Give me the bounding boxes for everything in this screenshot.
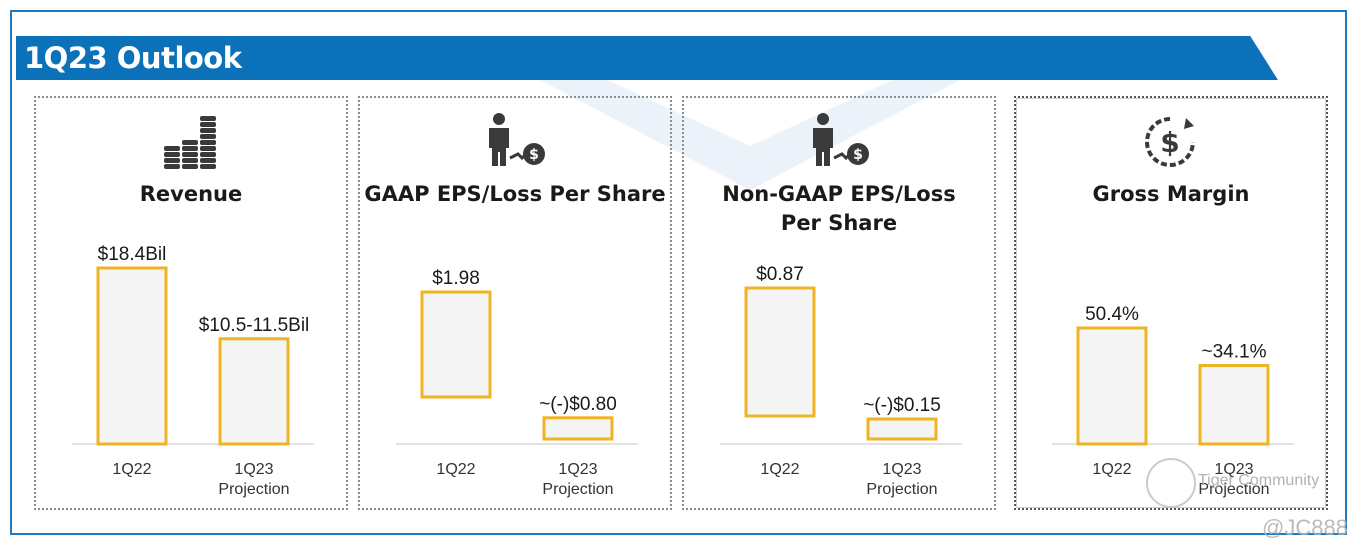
title-banner	[16, 36, 1278, 80]
gaap-eps-panel: $ GAAP EPS/Loss Per Share $1.98 1Q22 ~(-)$…	[358, 96, 672, 510]
data-label: $1.98	[432, 268, 480, 289]
bar-1q23-projection	[866, 417, 938, 441]
non-gaap-eps-panel: $ Non-GAAP EPS/Loss Per Share $0.87 1Q22 ~…	[682, 96, 996, 510]
bar-1q23-projection	[542, 416, 614, 441]
gross-margin-panel: $ Gross Margin 50.4% 1Q22 ~34.1% 1Q23 Projec…	[1014, 96, 1328, 510]
category-label: 1Q23 Projection	[1198, 461, 1269, 498]
watermark-brand: Tiger Community	[1198, 472, 1320, 489]
non-gaap-eps-title: Non-GAAP EPS/Loss Per Share	[722, 182, 956, 235]
revenue-panel: Revenue $18.4Bil 1Q22 $10.5-11.5Bil 1Q23 Pro…	[34, 96, 348, 510]
bar-1q22	[1076, 326, 1148, 446]
bar-chart: 50.4% 1Q22 ~34.1% 1Q23 Projection	[1052, 304, 1294, 498]
category-label: 1Q23 Projection	[542, 461, 613, 498]
bar-chart: $18.4Bil 1Q22 $10.5-11.5Bil 1Q23 Projection	[72, 244, 314, 498]
category-label: 1Q22	[1092, 461, 1131, 478]
bar-1q23-projection	[218, 337, 290, 446]
person-dollar-icon: $	[489, 113, 545, 166]
data-label: ~34.1%	[1202, 342, 1267, 363]
person-dollar-icon: $	[813, 113, 869, 166]
gross-margin-title: Gross Margin	[1092, 182, 1250, 206]
revenue-title: Revenue	[139, 182, 243, 206]
data-label: ~(-)$0.80	[539, 394, 617, 415]
watermark-user: @JC888	[1262, 515, 1348, 540]
outlook-frame	[10, 10, 1347, 535]
svg-text:$: $	[1160, 126, 1179, 159]
category-label: 1Q22	[436, 461, 475, 478]
coin-stacks-icon	[164, 116, 216, 169]
page-title: 1Q23 Outlook	[24, 41, 242, 75]
category-label: 1Q23 Projection	[218, 461, 289, 498]
dollar-cycle-icon: $	[1145, 117, 1195, 167]
data-label: $0.87	[756, 264, 804, 285]
data-label: ~(-)$0.15	[863, 395, 941, 416]
data-label: $18.4Bil	[98, 244, 167, 265]
bar-1q22	[744, 286, 816, 418]
bar-1q22	[96, 266, 168, 446]
bar-1q23-projection	[1198, 364, 1270, 446]
data-label: $10.5-11.5Bil	[199, 315, 310, 336]
category-label: 1Q23 Projection	[866, 461, 937, 498]
gaap-eps-title: GAAP EPS/Loss Per Share	[364, 182, 666, 206]
watermark-logo	[1146, 458, 1196, 508]
data-label: 50.4%	[1085, 304, 1139, 325]
bar-chart: $1.98 1Q22 ~(-)$0.80 1Q23 Projection	[396, 268, 638, 498]
bar-1q22	[420, 290, 492, 399]
svg-text:$: $	[853, 147, 863, 163]
category-label: 1Q22	[112, 461, 151, 478]
category-label: 1Q22	[760, 461, 799, 478]
svg-text:$: $	[529, 147, 539, 163]
bar-chart: $0.87 1Q22 ~(-)$0.15 1Q23 Projection	[720, 264, 962, 498]
